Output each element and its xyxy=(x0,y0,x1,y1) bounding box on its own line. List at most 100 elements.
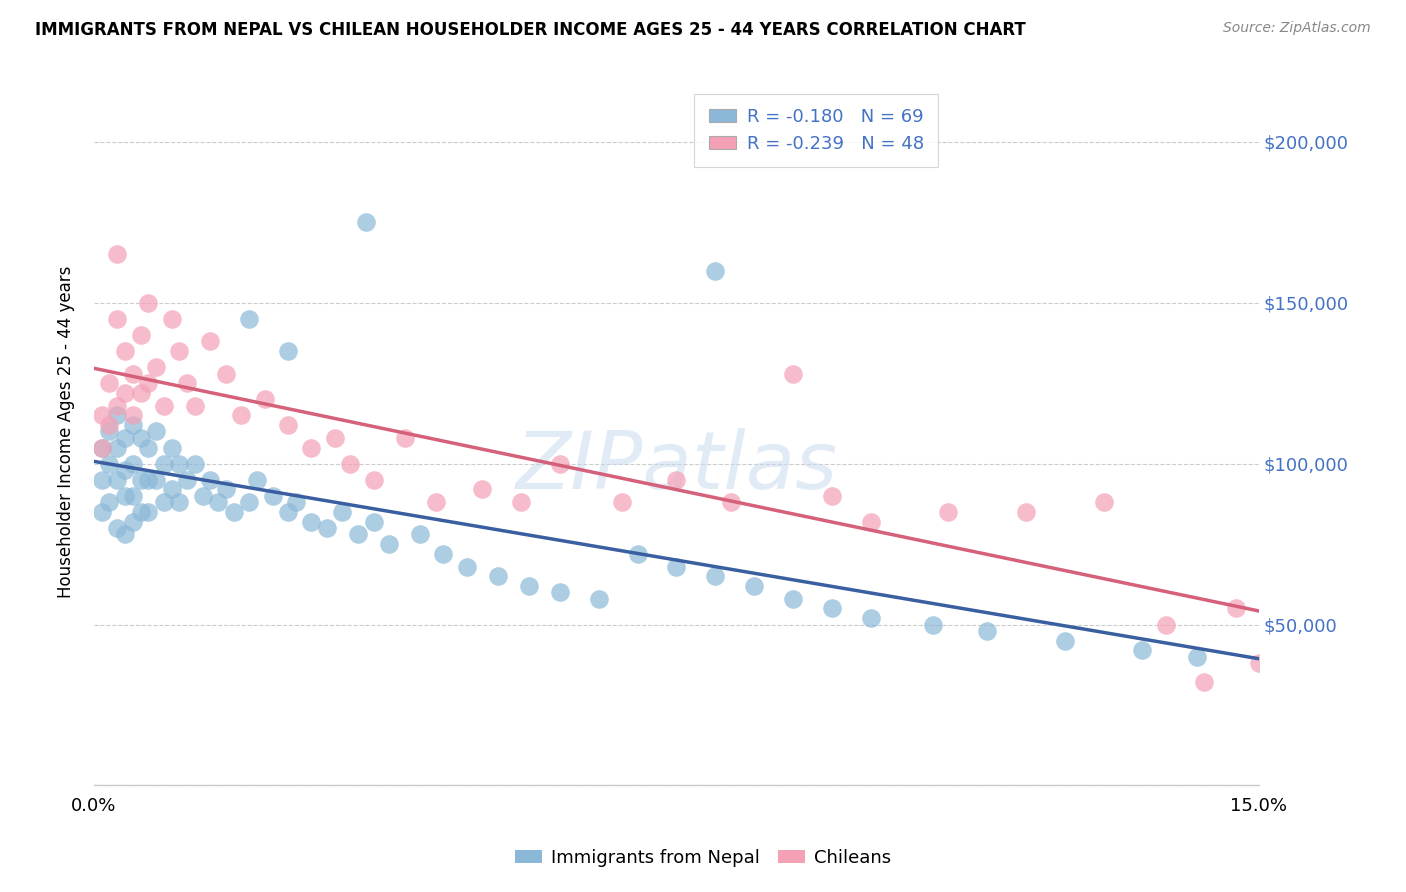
Point xyxy=(184,399,207,413)
Point xyxy=(136,441,159,455)
Point xyxy=(821,489,844,503)
Point xyxy=(1053,633,1076,648)
Point xyxy=(363,515,385,529)
Point xyxy=(121,515,143,529)
Point xyxy=(98,376,121,391)
Point xyxy=(105,399,128,413)
Y-axis label: Householder Income Ages 25 - 44 years: Householder Income Ages 25 - 44 years xyxy=(58,265,75,598)
Legend: R = -0.180   N = 69, R = -0.239   N = 48: R = -0.180 N = 69, R = -0.239 N = 48 xyxy=(695,94,938,168)
Point xyxy=(378,537,401,551)
Point xyxy=(720,495,742,509)
Point xyxy=(782,591,804,606)
Point xyxy=(153,457,176,471)
Point xyxy=(425,495,447,509)
Point xyxy=(114,385,136,400)
Point xyxy=(976,624,998,638)
Point xyxy=(105,521,128,535)
Point xyxy=(253,392,276,407)
Point xyxy=(332,505,354,519)
Point xyxy=(90,473,112,487)
Point xyxy=(98,425,121,439)
Legend: Immigrants from Nepal, Chileans: Immigrants from Nepal, Chileans xyxy=(508,842,898,874)
Point xyxy=(277,343,299,358)
Point xyxy=(90,505,112,519)
Point xyxy=(114,527,136,541)
Point xyxy=(1154,617,1177,632)
Point xyxy=(129,327,152,342)
Point xyxy=(704,263,727,277)
Point xyxy=(339,457,361,471)
Point xyxy=(238,495,260,509)
Point xyxy=(299,441,322,455)
Point xyxy=(548,457,571,471)
Point xyxy=(114,431,136,445)
Point xyxy=(207,495,229,509)
Point xyxy=(409,527,432,541)
Point xyxy=(121,489,143,503)
Point xyxy=(105,409,128,423)
Point xyxy=(704,569,727,583)
Point xyxy=(136,505,159,519)
Point xyxy=(471,483,494,497)
Point xyxy=(160,441,183,455)
Point xyxy=(153,399,176,413)
Point xyxy=(1015,505,1038,519)
Point xyxy=(347,527,370,541)
Point xyxy=(354,215,377,229)
Point xyxy=(105,473,128,487)
Point xyxy=(160,483,183,497)
Point xyxy=(665,559,688,574)
Point xyxy=(121,417,143,432)
Point xyxy=(782,367,804,381)
Text: IMMIGRANTS FROM NEPAL VS CHILEAN HOUSEHOLDER INCOME AGES 25 - 44 YEARS CORRELATI: IMMIGRANTS FROM NEPAL VS CHILEAN HOUSEHO… xyxy=(35,21,1026,38)
Point xyxy=(105,247,128,261)
Point xyxy=(859,515,882,529)
Text: ZIPatlas: ZIPatlas xyxy=(516,428,838,506)
Point xyxy=(129,385,152,400)
Point xyxy=(1185,649,1208,664)
Point xyxy=(284,495,307,509)
Point xyxy=(299,515,322,529)
Point xyxy=(231,409,253,423)
Point xyxy=(665,473,688,487)
Point xyxy=(145,473,167,487)
Point xyxy=(742,579,765,593)
Point xyxy=(588,591,610,606)
Point xyxy=(176,376,198,391)
Point xyxy=(153,495,176,509)
Point xyxy=(277,505,299,519)
Point xyxy=(1130,643,1153,657)
Point xyxy=(160,311,183,326)
Point xyxy=(145,360,167,375)
Point xyxy=(136,295,159,310)
Point xyxy=(363,473,385,487)
Point xyxy=(517,579,540,593)
Point xyxy=(169,457,191,471)
Point xyxy=(121,409,143,423)
Point xyxy=(105,441,128,455)
Point xyxy=(626,547,648,561)
Point xyxy=(90,409,112,423)
Point xyxy=(548,585,571,599)
Point xyxy=(191,489,214,503)
Point xyxy=(486,569,509,583)
Point xyxy=(129,431,152,445)
Point xyxy=(277,417,299,432)
Point xyxy=(215,483,238,497)
Point xyxy=(136,376,159,391)
Point xyxy=(105,311,128,326)
Point xyxy=(129,505,152,519)
Point xyxy=(262,489,284,503)
Point xyxy=(98,417,121,432)
Point xyxy=(121,457,143,471)
Point xyxy=(432,547,454,561)
Point xyxy=(184,457,207,471)
Point xyxy=(90,441,112,455)
Point xyxy=(238,311,260,326)
Point xyxy=(510,495,533,509)
Point xyxy=(859,611,882,625)
Point xyxy=(169,343,191,358)
Point xyxy=(176,473,198,487)
Point xyxy=(200,473,222,487)
Point xyxy=(98,495,121,509)
